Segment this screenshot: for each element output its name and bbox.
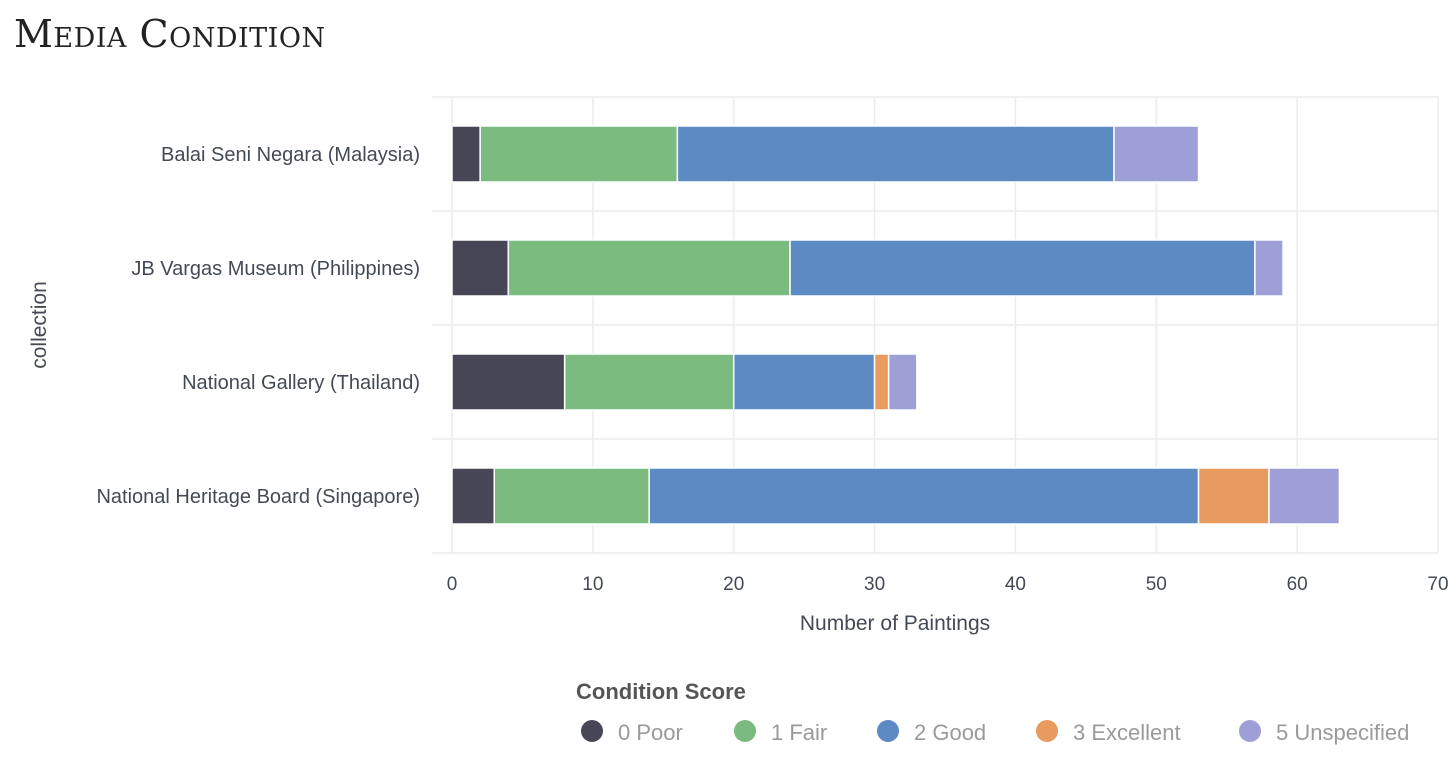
bar-segment <box>563 353 735 411</box>
bar-segment <box>1197 467 1270 525</box>
legend-swatch <box>734 720 756 742</box>
bar-segment <box>1113 125 1200 183</box>
x-tick-label: 60 <box>1287 574 1308 595</box>
bar-segment <box>451 467 496 525</box>
legend-label: 5 Unspecified <box>1276 720 1409 745</box>
x-tick-label: 10 <box>582 574 603 595</box>
x-tick-labels: 0 10 20 30 40 50 60 70 <box>447 574 1449 595</box>
x-axis-title: Number of Paintings <box>800 612 990 635</box>
category-label: Balai Seni Negara (Malaysia) <box>161 144 420 166</box>
bar-segment <box>789 239 1256 297</box>
legend-swatch <box>1239 720 1261 742</box>
x-tick-label: 50 <box>1146 574 1167 595</box>
legend-label: 2 Good <box>914 720 986 745</box>
bars <box>451 125 1341 525</box>
legend-swatch <box>877 720 899 742</box>
chart-title: Media Condition <box>14 12 326 56</box>
bar-segment <box>887 353 918 411</box>
x-tick-label: 20 <box>723 574 744 595</box>
bar-segment <box>451 125 481 183</box>
legend-label: 1 Fair <box>771 720 827 745</box>
bar-segment <box>451 353 566 411</box>
bar-segment <box>1268 467 1341 525</box>
bar-segment <box>1254 239 1284 297</box>
bar-segment <box>493 467 650 525</box>
category-label: National Gallery (Thailand) <box>182 372 420 394</box>
x-tick-label: 70 <box>1427 574 1448 595</box>
legend-label: 3 Excellent <box>1073 720 1181 745</box>
bar-segment <box>479 125 679 183</box>
category-label: National Heritage Board (Singapore) <box>96 486 420 508</box>
x-tick-label: 40 <box>1005 574 1026 595</box>
bar-segment <box>676 125 1115 183</box>
legend-label: 0 Poor <box>618 720 683 745</box>
legend: 0 Poor 1 Fair 2 Good 3 Excellent 5 Unspecifi… <box>581 720 1409 745</box>
bar-segment <box>873 353 890 411</box>
bar-segment <box>451 239 510 297</box>
category-labels: Balai Seni Negara (Malaysia) JB Vargas Mu… <box>96 144 420 508</box>
y-axis-title: collection <box>28 281 51 369</box>
legend-swatch <box>1036 720 1058 742</box>
category-label: JB Vargas Museum (Philippines) <box>131 258 420 280</box>
bar-segment <box>507 239 791 297</box>
bar-segment <box>732 353 876 411</box>
bar-segment <box>648 467 1200 525</box>
legend-swatch <box>581 720 603 742</box>
legend-title: Condition Score <box>576 679 746 704</box>
x-tick-label: 30 <box>864 574 885 595</box>
x-tick-label: 0 <box>447 574 458 595</box>
